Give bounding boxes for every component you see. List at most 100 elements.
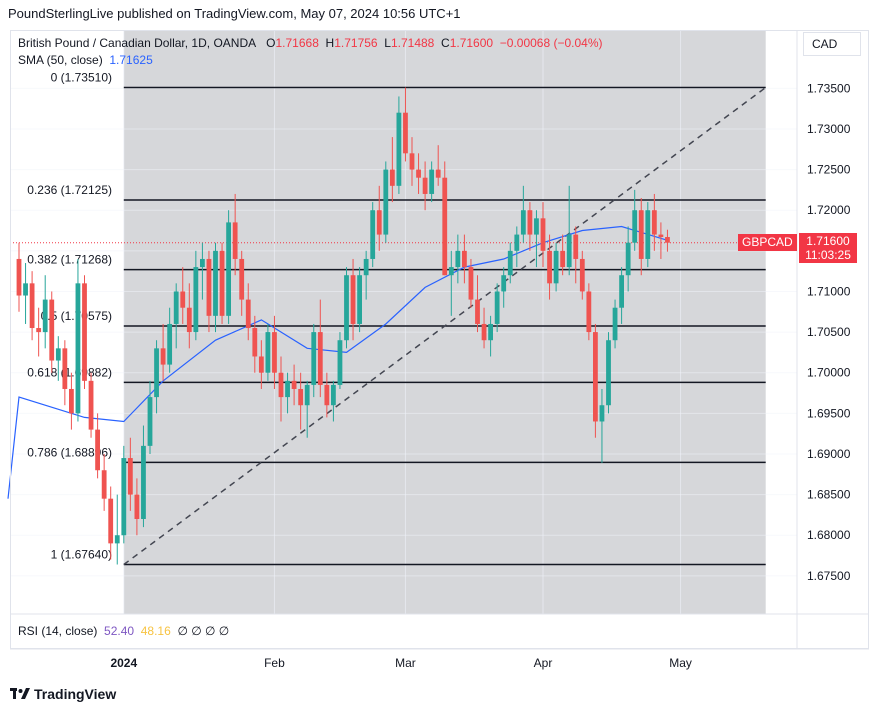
candle-body (553, 250, 559, 284)
price-axis-tick: 1.68000 (807, 528, 851, 542)
high-value: 1.71756 (334, 36, 378, 50)
symbol-title[interactable]: British Pound / Canadian Dollar, 1D, OAN… (18, 36, 257, 50)
candle-body (462, 250, 467, 268)
candle-body (429, 169, 435, 194)
candle-body (632, 210, 638, 243)
candle-body (101, 470, 107, 499)
fib-shade-area (123, 31, 766, 614)
price-axis-tick: 1.72500 (807, 163, 851, 177)
candle-body (127, 458, 133, 495)
fib-level-label: 0.786 (1.68896) (27, 445, 112, 459)
sma-line (7, 225, 668, 499)
fib-level-label: 0.382 (1.71268) (27, 253, 112, 267)
candle-body (560, 250, 566, 268)
price-axis-tick: 1.70000 (807, 366, 851, 380)
fib-level-label: 0.236 (1.72125) (27, 183, 112, 197)
candle-body (285, 380, 290, 398)
candle-body (278, 372, 284, 398)
candle-body (586, 291, 592, 333)
candle-body (232, 222, 238, 259)
candle-body (468, 267, 474, 300)
tradingview-logo[interactable]: TradingView (10, 686, 116, 702)
candle-body (455, 250, 461, 268)
candle-body (62, 348, 68, 389)
tradingview-logo-icon (10, 688, 30, 699)
candle-body (501, 275, 507, 292)
candle-body (540, 218, 546, 251)
rsi-label[interactable]: RSI (14, close) (18, 624, 98, 638)
candle-body (69, 388, 74, 414)
candle-body (23, 283, 28, 296)
price-axis-tick: 1.73000 (807, 122, 851, 136)
chart-frame (10, 30, 869, 649)
candle-body (579, 258, 585, 292)
candle-body (389, 169, 395, 186)
candle-body (409, 153, 415, 170)
candle-body (298, 388, 304, 406)
fib-level-label: 0 (1.73510) (51, 71, 112, 85)
candle-body (317, 332, 323, 385)
candle-body (488, 323, 493, 341)
price-axis-tick: 1.69500 (807, 406, 851, 420)
candle-body (173, 291, 179, 324)
candle-body (245, 299, 251, 329)
currency-button[interactable]: CAD (803, 32, 861, 56)
sma-label[interactable]: SMA (50, close) (18, 53, 103, 67)
last-price: 1.71600 (806, 234, 850, 248)
candle-body (658, 234, 664, 238)
candle-body (370, 210, 376, 259)
candle-body (606, 340, 611, 406)
candle-body (599, 405, 605, 422)
candle-body (82, 283, 87, 381)
candle-body (213, 250, 218, 316)
candle-body (665, 237, 670, 243)
candle-body (272, 332, 277, 373)
candle-body (396, 112, 402, 186)
candle-body (383, 169, 389, 235)
candle-body (167, 323, 173, 365)
candle-body (114, 535, 120, 544)
candle-body (416, 169, 421, 178)
fib-level-label: 1 (1.67640) (51, 548, 112, 562)
candle-body (88, 380, 94, 430)
candle-body (226, 222, 231, 316)
candle-body (219, 250, 225, 316)
candle-body (619, 275, 624, 308)
bar-countdown: 11:03:25 (805, 248, 851, 262)
candle-body (514, 234, 520, 251)
trend-line (123, 86, 767, 566)
candle-body (403, 112, 408, 154)
candle-body (95, 429, 100, 471)
candle-body (651, 210, 657, 235)
candle-body (527, 210, 533, 235)
candle-body (200, 258, 205, 268)
candle-body (481, 323, 487, 341)
candle-body (134, 494, 140, 519)
candle-body (337, 340, 343, 385)
candle-body (180, 291, 186, 308)
time-axis-tick: 2024 (110, 656, 137, 670)
candle-body (448, 267, 454, 276)
sma-value: 1.71625 (109, 53, 153, 67)
legend-sma-row: SMA (50, close) 1.71625 (18, 52, 603, 69)
price-axis-tick: 1.72000 (807, 203, 851, 217)
rsi-na-values: ∅ ∅ ∅ ∅ (177, 624, 230, 638)
symbol-price-tag: GBPCAD (738, 234, 797, 251)
price-axis-tick: 1.69000 (807, 447, 851, 461)
candle-body (324, 384, 330, 406)
candle-body (108, 498, 114, 544)
candle-body (154, 348, 159, 398)
candle-body (42, 299, 48, 333)
candle-body (507, 250, 513, 276)
candle-body (638, 210, 644, 259)
candle-body (376, 210, 382, 235)
candle-body (520, 210, 526, 235)
candle-body (344, 275, 349, 341)
candle-body (55, 348, 61, 361)
candle-body (304, 384, 310, 406)
close-value: 1.71600 (449, 36, 494, 50)
rsi-legend: RSI (14, close) 52.40 48.16 ∅ ∅ ∅ ∅ (18, 624, 229, 638)
publish-caption: PoundSterlingLive published on TradingVi… (8, 6, 461, 21)
close-label: C (441, 36, 450, 50)
